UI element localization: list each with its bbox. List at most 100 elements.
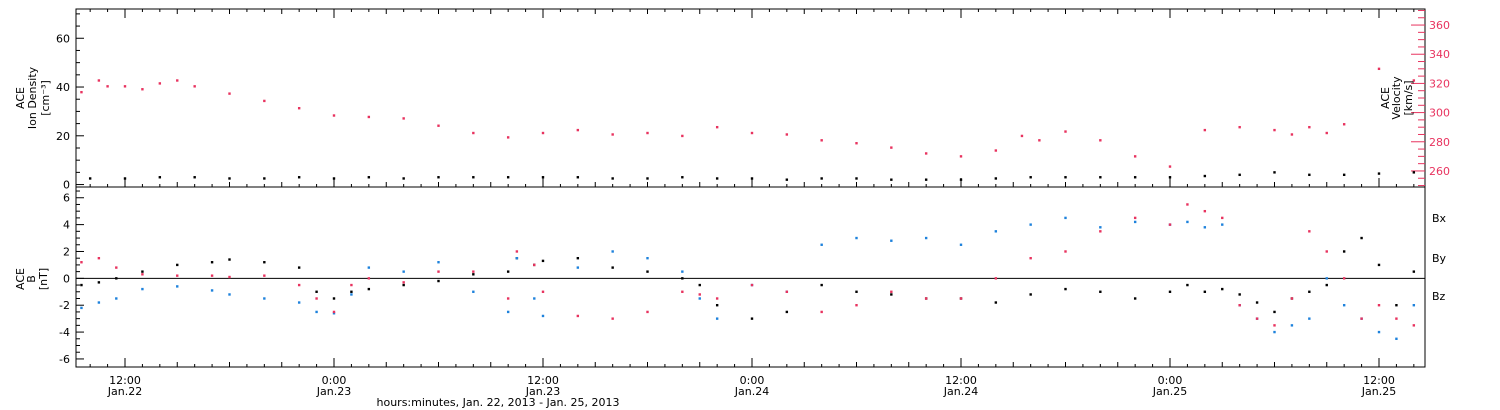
- by-point: [1099, 226, 1102, 229]
- density-point: [506, 176, 510, 179]
- velocity-point: [193, 85, 196, 88]
- velocity-point: [506, 136, 510, 139]
- bz-point: [297, 283, 301, 287]
- x-tick-time: 12:00: [1363, 374, 1395, 387]
- bz-point: [855, 304, 858, 307]
- density-point: [541, 176, 545, 179]
- top-panel-points: [80, 67, 1416, 181]
- bz-point: [367, 277, 371, 280]
- density-point: [1377, 172, 1381, 175]
- bz-point: [437, 270, 440, 273]
- by-point: [176, 285, 179, 288]
- bottom-panel-points: [80, 203, 1416, 340]
- velocity-point: [332, 114, 336, 117]
- x-tick-date: Jan.22: [107, 385, 142, 398]
- velocity-point: [141, 88, 144, 91]
- density-point: [646, 177, 649, 180]
- density-point: [611, 177, 614, 180]
- top-left-tick-label: 60: [56, 32, 70, 45]
- bz-point: [210, 274, 214, 277]
- by-point: [611, 250, 614, 253]
- bz-point: [924, 297, 928, 300]
- density-point: [715, 177, 719, 180]
- bz-point: [1133, 216, 1137, 220]
- top-left-ylabel-line2: Ion Density: [26, 66, 39, 129]
- top-left-tick-label: 20: [56, 130, 70, 143]
- bz-point: [228, 275, 231, 279]
- bz-point: [959, 297, 963, 300]
- bz-point: [1168, 223, 1172, 226]
- x-tick-time: 12:00: [109, 374, 141, 387]
- bx-point: [1203, 290, 1207, 293]
- density-point: [959, 178, 963, 181]
- x-tick-date: Jan.24: [943, 385, 978, 398]
- velocity-point: [297, 107, 301, 110]
- density-point: [1064, 176, 1067, 179]
- bx-point: [1360, 236, 1363, 240]
- top-right-ylabel-line2: Velocity: [1390, 76, 1403, 120]
- by-point: [576, 266, 580, 269]
- bx-point: [576, 256, 580, 260]
- bz-point: [1360, 317, 1363, 320]
- bz-point: [402, 281, 405, 284]
- density-point: [1412, 171, 1416, 174]
- bz-point: [1377, 304, 1381, 307]
- velocity-point: [994, 149, 998, 152]
- by-point: [1273, 330, 1276, 334]
- top-right-tick-label: 300: [1429, 107, 1450, 120]
- density-point: [263, 177, 266, 180]
- bx-point: [176, 263, 179, 267]
- bx-point: [141, 270, 144, 273]
- bz-point: [1342, 277, 1346, 280]
- bx-point: [1325, 283, 1328, 287]
- bx-point: [855, 290, 858, 293]
- density-point: [88, 177, 92, 180]
- by-point: [1377, 330, 1381, 334]
- velocity-point: [402, 117, 405, 120]
- bx-point: [1064, 287, 1067, 291]
- by-point: [97, 301, 101, 304]
- x-tick-date: Jan.23: [525, 385, 560, 398]
- x-tick-date: Jan.25: [1361, 385, 1396, 398]
- velocity-point: [158, 82, 162, 85]
- by-point: [141, 287, 144, 291]
- bz-point: [890, 290, 893, 293]
- by-point: [1186, 220, 1189, 224]
- bx-point: [698, 283, 701, 287]
- bottom-tick-label: -4: [59, 326, 70, 339]
- bx-point: [263, 261, 266, 264]
- bx-point: [1342, 250, 1346, 253]
- by-point: [820, 243, 823, 246]
- velocity-point: [1342, 123, 1346, 126]
- by-point: [1064, 216, 1067, 220]
- bottom-tick-label: -2: [59, 299, 70, 312]
- bz-point: [1099, 230, 1102, 233]
- velocity-point: [924, 152, 928, 155]
- x-axis: 12:00Jan.220:00Jan.2312:00Jan.230:00Jan.…: [89, 9, 1415, 398]
- bz-point: [1064, 250, 1067, 253]
- velocity-point: [785, 133, 789, 136]
- density-point: [1273, 171, 1276, 174]
- bottom-tick-label: 6: [63, 192, 70, 205]
- density-point: [1133, 176, 1137, 179]
- density-point: [1342, 173, 1346, 177]
- bx-point: [1168, 290, 1172, 293]
- density-point: [994, 177, 998, 180]
- velocity-point: [228, 92, 231, 95]
- by-point: [263, 297, 266, 300]
- legend-bx: Bx: [1432, 212, 1447, 225]
- top-panel-frame: [75, 8, 1426, 188]
- top-right-tick-label: 360: [1429, 19, 1450, 32]
- bz-point: [315, 297, 318, 300]
- density-point: [1203, 174, 1207, 178]
- by-point: [115, 297, 118, 300]
- bz-point: [472, 270, 475, 273]
- by-point: [533, 297, 536, 300]
- by-point: [1290, 324, 1294, 327]
- velocity-point: [176, 79, 179, 82]
- bx-point: [611, 266, 614, 269]
- density-point: [332, 177, 336, 180]
- density-point: [681, 176, 684, 179]
- bx-point: [1221, 287, 1224, 291]
- velocity-point: [1308, 125, 1311, 129]
